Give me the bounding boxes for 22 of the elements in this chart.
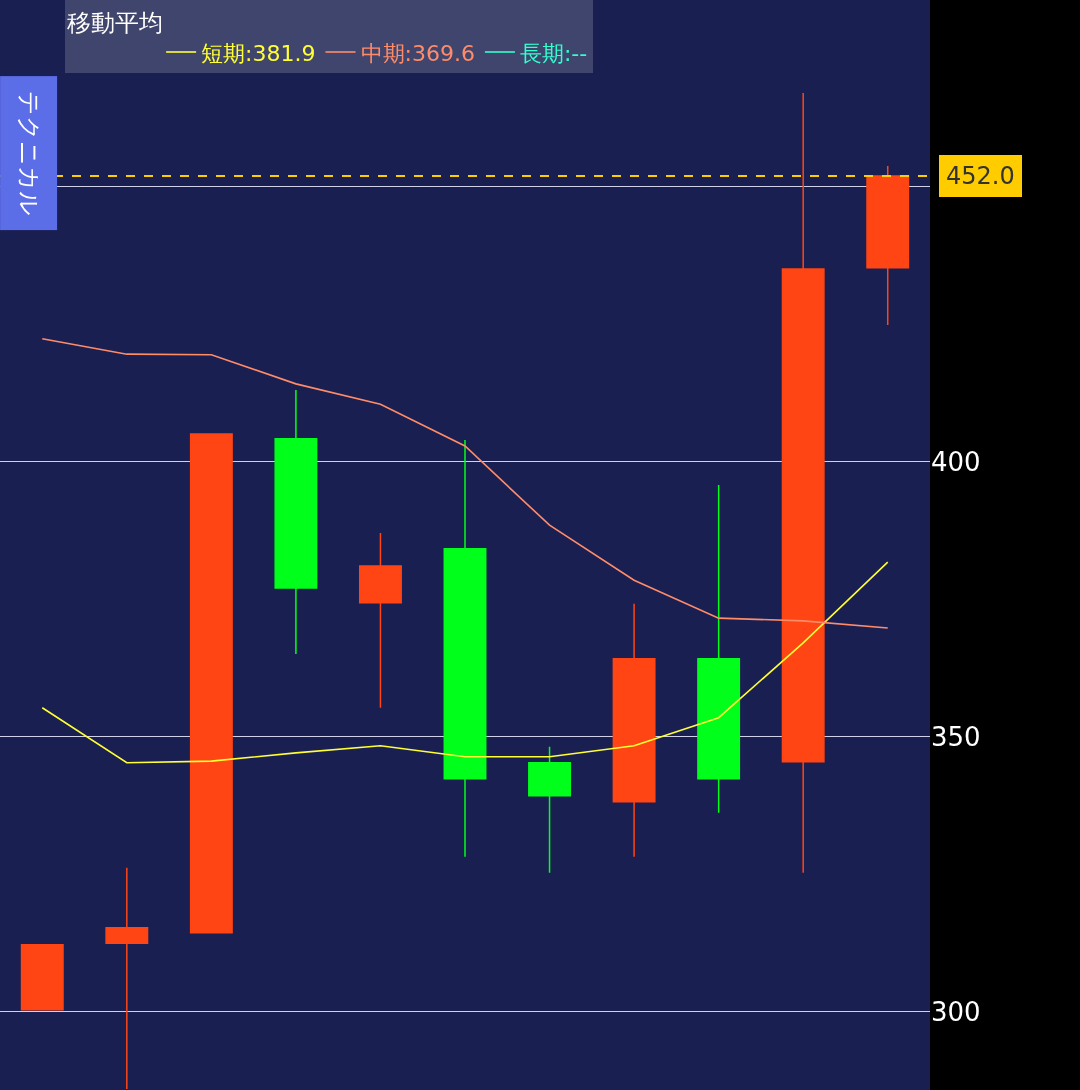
legend-label: 短期:381.9 <box>201 40 316 66</box>
candlestick <box>358 532 402 709</box>
line-series <box>41 561 889 764</box>
candlestick <box>274 389 318 655</box>
candlestick <box>105 867 149 1090</box>
candlestick <box>781 92 825 874</box>
line-series <box>41 337 889 629</box>
candlestick <box>443 439 487 858</box>
annotation: テクニカル <box>14 90 43 216</box>
legend-label: 中期:369.6 <box>360 40 475 66</box>
candlestick <box>866 165 910 326</box>
legend-label: 長期:-- <box>519 40 588 66</box>
y-tick-label: 350 <box>931 722 981 753</box>
candlestick <box>20 944 64 1011</box>
candlestick <box>528 746 572 874</box>
y-tick-label: 400 <box>931 447 981 478</box>
candlestick <box>697 484 741 814</box>
legend-title: 移動平均 <box>67 9 164 38</box>
y-tick-label: 300 <box>931 997 981 1028</box>
candlestick <box>189 433 233 934</box>
candlestick <box>612 603 656 858</box>
ref-line-label: 452.0 <box>946 162 1015 190</box>
